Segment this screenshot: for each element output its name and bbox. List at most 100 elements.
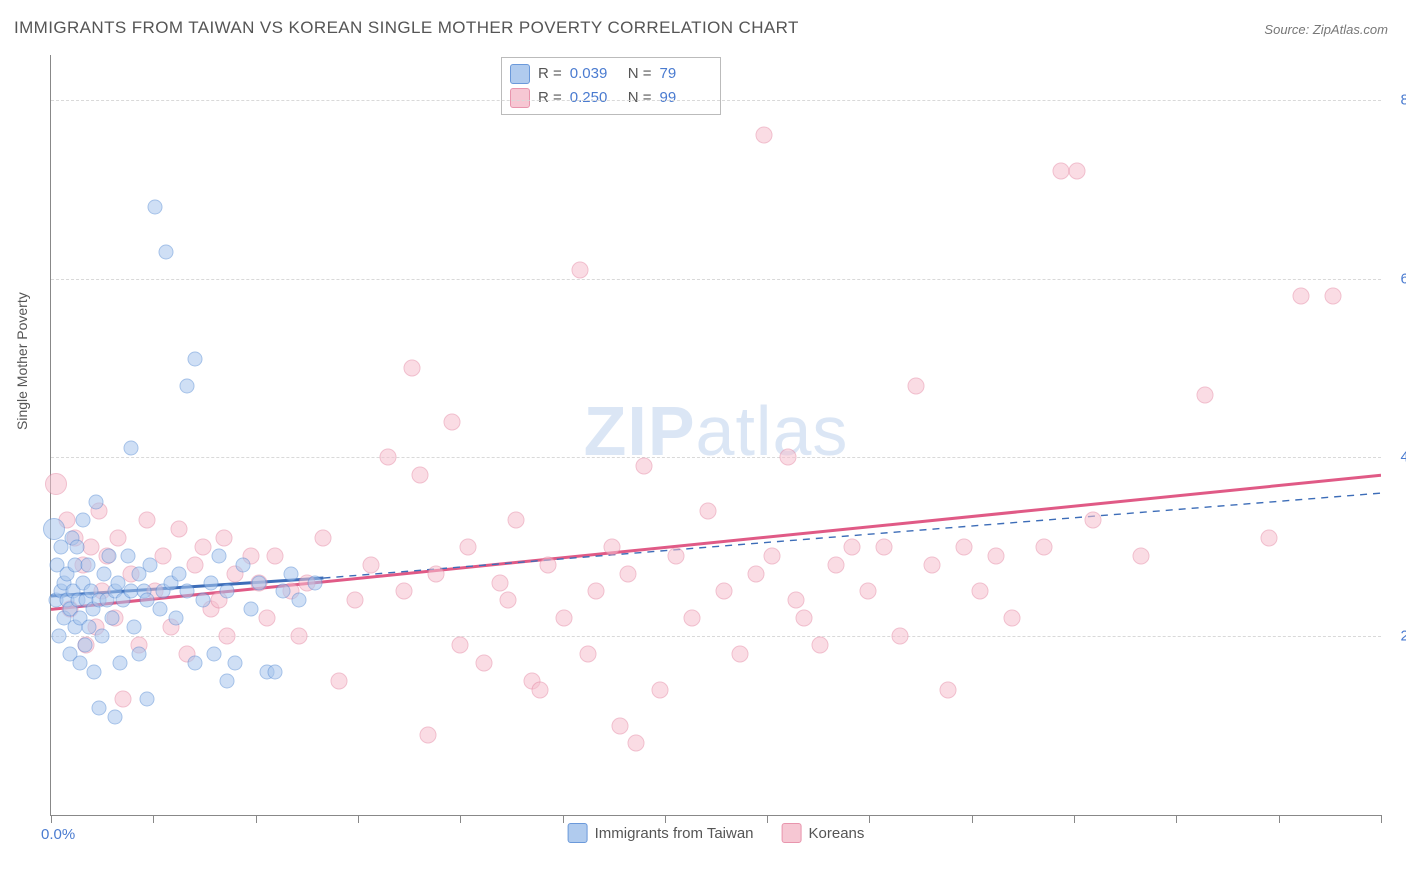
- n-label: N =: [628, 86, 652, 110]
- watermark: ZIPatlas: [584, 391, 849, 471]
- scatter-point-koreans: [619, 565, 636, 582]
- scatter-point-koreans: [716, 583, 733, 600]
- scatter-point-taiwan: [284, 566, 299, 581]
- gridline: [51, 279, 1381, 280]
- scatter-point-koreans: [1324, 288, 1341, 305]
- scatter-point-koreans: [579, 646, 596, 663]
- x-tick: [767, 815, 768, 823]
- gridline: [51, 100, 1381, 101]
- swatch-taiwan: [510, 64, 530, 84]
- scatter-point-koreans: [363, 556, 380, 573]
- scatter-point-koreans: [219, 628, 236, 645]
- scatter-point-koreans: [1068, 163, 1085, 180]
- y-tick-label: 80.0%: [1400, 91, 1406, 108]
- scatter-point-koreans: [1036, 538, 1053, 555]
- scatter-point-taiwan: [188, 352, 203, 367]
- scatter-point-koreans: [395, 583, 412, 600]
- legend-label-koreans: Koreans: [809, 825, 865, 842]
- swatch-taiwan: [568, 823, 588, 843]
- scatter-point-koreans: [411, 467, 428, 484]
- scatter-point-koreans: [748, 565, 765, 582]
- x-tick: [51, 815, 52, 823]
- scatter-point-taiwan: [143, 557, 158, 572]
- scatter-point-koreans: [379, 449, 396, 466]
- scatter-point-koreans: [908, 377, 925, 394]
- scatter-point-taiwan: [180, 584, 195, 599]
- scatter-point-koreans: [45, 473, 67, 495]
- x-tick: [1381, 815, 1382, 823]
- scatter-point-taiwan: [148, 200, 163, 215]
- scatter-point-taiwan: [87, 664, 102, 679]
- source-label: Source:: [1264, 22, 1309, 37]
- scatter-point-koreans: [603, 538, 620, 555]
- scatter-point-taiwan: [140, 691, 155, 706]
- scatter-point-taiwan: [76, 512, 91, 527]
- scatter-point-koreans: [419, 726, 436, 743]
- scatter-point-taiwan: [292, 593, 307, 608]
- scatter-point-koreans: [732, 646, 749, 663]
- scatter-point-koreans: [187, 556, 204, 573]
- scatter-point-taiwan: [236, 557, 251, 572]
- scatter-point-taiwan: [52, 629, 67, 644]
- scatter-point-koreans: [443, 413, 460, 430]
- x-tick: [869, 815, 870, 823]
- scatter-point-taiwan: [204, 575, 219, 590]
- legend-label-taiwan: Immigrants from Taiwan: [595, 825, 754, 842]
- scatter-point-koreans: [764, 547, 781, 564]
- scatter-point-koreans: [491, 574, 508, 591]
- scatter-point-koreans: [347, 592, 364, 609]
- scatter-point-koreans: [812, 637, 829, 654]
- scatter-point-taiwan: [92, 700, 107, 715]
- scatter-point-taiwan: [207, 647, 222, 662]
- scatter-point-taiwan: [120, 548, 135, 563]
- scatter-point-koreans: [331, 672, 348, 689]
- scatter-point-taiwan: [72, 656, 87, 671]
- scatter-point-koreans: [756, 127, 773, 144]
- scatter-point-taiwan: [308, 575, 323, 590]
- swatch-koreans: [782, 823, 802, 843]
- correlation-legend-box: R = 0.039 N = 79 R = 0.250 N = 99: [501, 57, 721, 115]
- scatter-point-koreans: [627, 735, 644, 752]
- scatter-point-koreans: [555, 610, 572, 627]
- scatter-point-koreans: [171, 520, 188, 537]
- scatter-point-koreans: [291, 628, 308, 645]
- scatter-point-koreans: [972, 583, 989, 600]
- x-tick: [153, 815, 154, 823]
- x-tick: [665, 815, 666, 823]
- scatter-point-taiwan: [220, 584, 235, 599]
- scatter-point-taiwan: [88, 495, 103, 510]
- swatch-koreans: [510, 88, 530, 108]
- scatter-point-koreans: [1052, 163, 1069, 180]
- scatter-point-koreans: [115, 690, 132, 707]
- scatter-point-taiwan: [168, 611, 183, 626]
- scatter-point-taiwan: [43, 518, 65, 540]
- scatter-point-koreans: [611, 717, 628, 734]
- y-tick-label: 60.0%: [1400, 270, 1406, 287]
- x-tick: [1279, 815, 1280, 823]
- scatter-point-taiwan: [112, 656, 127, 671]
- scatter-point-taiwan: [104, 611, 119, 626]
- x-tick: [1176, 815, 1177, 823]
- scatter-point-koreans: [892, 628, 909, 645]
- scatter-point-taiwan: [124, 441, 139, 456]
- x-tick: [358, 815, 359, 823]
- scatter-point-taiwan: [276, 584, 291, 599]
- x-tick: [256, 815, 257, 823]
- scatter-point-koreans: [83, 538, 100, 555]
- scatter-point-taiwan: [252, 575, 267, 590]
- r-value-koreans: 0.250: [570, 86, 620, 110]
- r-label: R =: [538, 62, 562, 86]
- scatter-point-koreans: [139, 511, 156, 528]
- series-legend: Immigrants from Taiwan Koreans: [568, 823, 865, 843]
- scatter-point-koreans: [451, 637, 468, 654]
- r-value-taiwan: 0.039: [570, 62, 620, 86]
- scatter-point-koreans: [539, 556, 556, 573]
- scatter-point-taiwan: [108, 709, 123, 724]
- scatter-point-koreans: [667, 547, 684, 564]
- scatter-point-taiwan: [96, 566, 111, 581]
- scatter-point-taiwan: [132, 647, 147, 662]
- scatter-point-koreans: [475, 655, 492, 672]
- scatter-point-koreans: [860, 583, 877, 600]
- scatter-point-koreans: [587, 583, 604, 600]
- r-label: R =: [538, 86, 562, 110]
